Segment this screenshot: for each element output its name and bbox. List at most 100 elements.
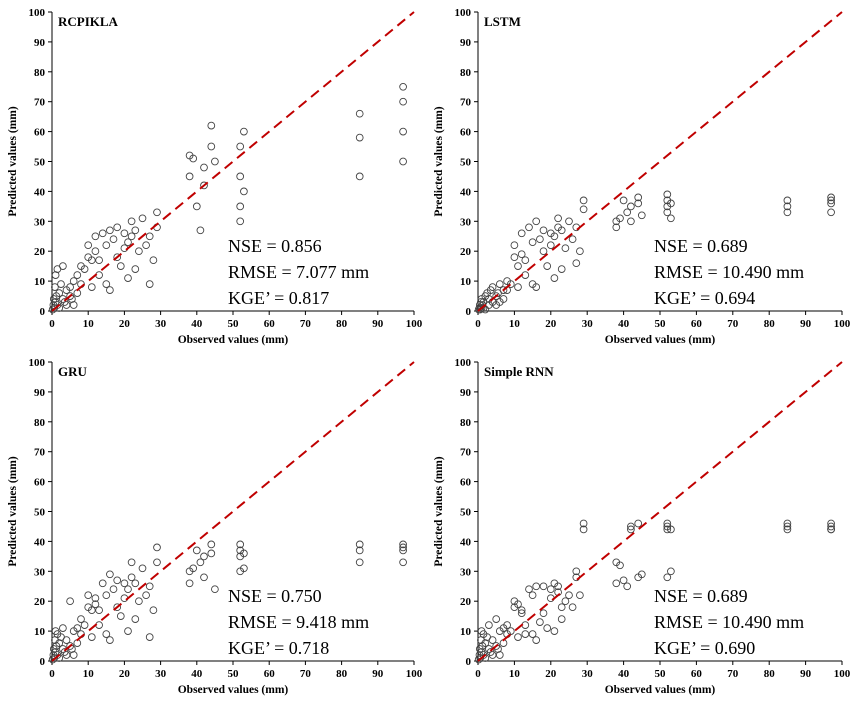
data-point xyxy=(514,633,522,641)
x-tick-label: 60 xyxy=(691,318,703,330)
x-tick-label: 80 xyxy=(336,668,348,680)
data-point xyxy=(355,172,364,181)
data-point xyxy=(517,609,526,618)
data-point xyxy=(87,256,96,265)
data-point xyxy=(561,244,570,253)
data-point xyxy=(663,190,672,199)
data-point xyxy=(399,546,407,555)
data-point xyxy=(532,283,541,291)
data-point xyxy=(532,636,541,644)
data-point xyxy=(138,214,147,223)
data-point xyxy=(554,214,562,223)
data-point xyxy=(355,540,364,549)
data-point xyxy=(196,558,205,567)
x-tick-label: 40 xyxy=(618,318,630,330)
data-point xyxy=(127,232,136,241)
data-point xyxy=(827,519,835,528)
data-point xyxy=(131,265,140,273)
data-point xyxy=(550,274,559,282)
data-point xyxy=(827,199,835,208)
data-point xyxy=(62,636,71,644)
data-point xyxy=(488,283,497,291)
x-tick-label: 90 xyxy=(372,668,384,680)
metric-label: KGE’ = 0.690 xyxy=(654,638,755,658)
data-point xyxy=(355,546,364,555)
x-tick-label: 70 xyxy=(300,668,312,680)
data-point xyxy=(113,223,122,232)
x-tick-label: 30 xyxy=(155,668,167,680)
data-point xyxy=(142,241,150,250)
x-tick-label: 70 xyxy=(300,318,312,330)
data-point xyxy=(488,636,497,644)
data-point xyxy=(142,591,150,600)
data-point xyxy=(113,576,122,585)
data-point xyxy=(131,226,140,235)
x-tick-label: 40 xyxy=(191,668,203,680)
data-point xyxy=(124,238,132,247)
data-point xyxy=(135,247,143,256)
one-to-one-line xyxy=(51,361,415,662)
y-tick-label: 90 xyxy=(460,387,472,399)
data-point xyxy=(124,627,132,635)
data-point xyxy=(91,600,100,609)
x-tick-label: 0 xyxy=(49,318,55,330)
y-tick-label: 60 xyxy=(34,477,46,489)
data-point xyxy=(120,579,129,588)
data-point xyxy=(495,280,504,288)
data-point xyxy=(521,256,530,265)
data-point xyxy=(827,208,835,217)
data-point xyxy=(131,579,140,588)
x-tick-label: 100 xyxy=(834,318,851,330)
data-point xyxy=(127,558,136,567)
data-point xyxy=(145,582,154,591)
data-point xyxy=(536,618,544,626)
y-tick-label: 100 xyxy=(455,357,472,369)
data-point xyxy=(478,642,487,650)
data-point xyxy=(236,202,245,211)
data-point xyxy=(528,630,537,638)
data-point xyxy=(565,591,573,600)
data-point xyxy=(240,187,248,196)
y-tick-label: 40 xyxy=(460,536,472,548)
y-tick-label: 10 xyxy=(34,626,46,638)
data-point xyxy=(546,585,555,594)
data-point xyxy=(514,600,522,609)
data-point xyxy=(189,154,198,163)
data-point xyxy=(543,624,552,632)
data-point xyxy=(102,280,111,288)
data-point xyxy=(87,606,96,615)
data-point xyxy=(106,636,114,644)
y-tick-label: 30 xyxy=(34,216,46,228)
y-tick-label: 60 xyxy=(460,127,472,139)
data-point xyxy=(59,262,67,270)
data-point xyxy=(663,519,672,528)
metric-label: NSE = 0.856 xyxy=(228,236,322,256)
data-point xyxy=(145,232,154,241)
data-point xyxy=(192,546,201,555)
x-tick-label: 20 xyxy=(545,318,557,330)
data-point xyxy=(783,522,792,531)
metric-label: RMSE = 7.077 mm xyxy=(228,262,369,282)
data-point xyxy=(66,597,74,606)
x-tick-label: 20 xyxy=(119,668,131,680)
data-point xyxy=(355,133,364,142)
data-point xyxy=(124,585,132,594)
data-point xyxy=(200,552,208,561)
x-tick-label: 20 xyxy=(119,318,131,330)
x-tick-label: 100 xyxy=(834,668,851,680)
x-axis-title: Observed values (mm) xyxy=(605,684,716,696)
x-tick-label: 30 xyxy=(582,318,594,330)
data-point xyxy=(579,205,588,214)
x-tick-label: 100 xyxy=(406,318,423,330)
data-point xyxy=(619,196,628,205)
data-point xyxy=(528,591,537,600)
data-point xyxy=(783,525,792,534)
one-to-one-line xyxy=(51,11,415,312)
x-tick-label: 10 xyxy=(509,668,521,680)
y-tick-label: 10 xyxy=(460,276,472,288)
x-tick-label: 70 xyxy=(727,668,739,680)
data-point xyxy=(98,579,107,588)
data-point xyxy=(207,549,216,558)
one-to-one-line xyxy=(477,361,843,662)
